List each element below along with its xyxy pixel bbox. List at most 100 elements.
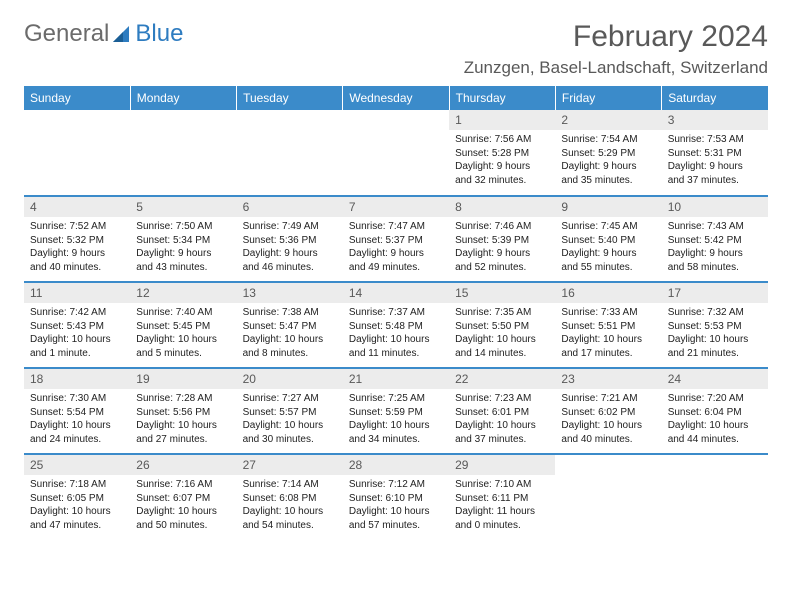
calendar-day-cell: 11Sunrise: 7:42 AMSunset: 5:43 PMDayligh… <box>24 282 130 368</box>
day-details: Sunrise: 7:50 AMSunset: 5:34 PMDaylight:… <box>130 217 236 277</box>
logo-text-1: General <box>24 20 109 48</box>
calendar-day-cell: 25Sunrise: 7:18 AMSunset: 6:05 PMDayligh… <box>24 454 130 540</box>
day-number: 15 <box>449 283 555 303</box>
calendar-day-cell: 13Sunrise: 7:38 AMSunset: 5:47 PMDayligh… <box>237 282 343 368</box>
day-details: Sunrise: 7:27 AMSunset: 5:57 PMDaylight:… <box>237 389 343 449</box>
weekday-sunday: Sunday <box>24 86 130 110</box>
day-details: Sunrise: 7:56 AMSunset: 5:28 PMDaylight:… <box>449 130 555 190</box>
day-details: Sunrise: 7:10 AMSunset: 6:11 PMDaylight:… <box>449 475 555 535</box>
day-details: Sunrise: 7:14 AMSunset: 6:08 PMDaylight:… <box>237 475 343 535</box>
day-number: 9 <box>555 197 661 217</box>
day-number: 14 <box>343 283 449 303</box>
day-number: 24 <box>662 369 768 389</box>
calendar-day-cell: 7Sunrise: 7:47 AMSunset: 5:37 PMDaylight… <box>343 196 449 282</box>
calendar-day-cell: 3Sunrise: 7:53 AMSunset: 5:31 PMDaylight… <box>662 110 768 196</box>
header: General Blue February 2024 <box>24 20 768 54</box>
calendar-day-cell: 24Sunrise: 7:20 AMSunset: 6:04 PMDayligh… <box>662 368 768 454</box>
weekday-header-row: Sunday Monday Tuesday Wednesday Thursday… <box>24 86 768 110</box>
calendar-day-cell: 5Sunrise: 7:50 AMSunset: 5:34 PMDaylight… <box>130 196 236 282</box>
calendar-week-row: 25Sunrise: 7:18 AMSunset: 6:05 PMDayligh… <box>24 454 768 540</box>
day-number: 12 <box>130 283 236 303</box>
day-number: 17 <box>662 283 768 303</box>
day-details: Sunrise: 7:28 AMSunset: 5:56 PMDaylight:… <box>130 389 236 449</box>
day-number: 28 <box>343 455 449 475</box>
location-label: Zunzgen, Basel-Landschaft, Switzerland <box>24 58 768 78</box>
day-number: 13 <box>237 283 343 303</box>
day-number: 23 <box>555 369 661 389</box>
calendar-day-cell: 21Sunrise: 7:25 AMSunset: 5:59 PMDayligh… <box>343 368 449 454</box>
day-details: Sunrise: 7:21 AMSunset: 6:02 PMDaylight:… <box>555 389 661 449</box>
day-details: Sunrise: 7:53 AMSunset: 5:31 PMDaylight:… <box>662 130 768 190</box>
day-details: Sunrise: 7:23 AMSunset: 6:01 PMDaylight:… <box>449 389 555 449</box>
day-details: Sunrise: 7:33 AMSunset: 5:51 PMDaylight:… <box>555 303 661 363</box>
day-number: 22 <box>449 369 555 389</box>
day-number: 25 <box>24 455 130 475</box>
calendar-week-row: 1Sunrise: 7:56 AMSunset: 5:28 PMDaylight… <box>24 110 768 196</box>
calendar-day-cell: 17Sunrise: 7:32 AMSunset: 5:53 PMDayligh… <box>662 282 768 368</box>
day-number: 29 <box>449 455 555 475</box>
day-details: Sunrise: 7:52 AMSunset: 5:32 PMDaylight:… <box>24 217 130 277</box>
calendar-day-cell: 8Sunrise: 7:46 AMSunset: 5:39 PMDaylight… <box>449 196 555 282</box>
calendar-day-cell: 15Sunrise: 7:35 AMSunset: 5:50 PMDayligh… <box>449 282 555 368</box>
calendar-day-cell: 27Sunrise: 7:14 AMSunset: 6:08 PMDayligh… <box>237 454 343 540</box>
logo-text-2: Blue <box>135 20 183 48</box>
day-number: 2 <box>555 110 661 130</box>
day-details: Sunrise: 7:37 AMSunset: 5:48 PMDaylight:… <box>343 303 449 363</box>
day-details: Sunrise: 7:40 AMSunset: 5:45 PMDaylight:… <box>130 303 236 363</box>
day-number: 4 <box>24 197 130 217</box>
logo-sail-icon <box>111 24 133 44</box>
day-details: Sunrise: 7:32 AMSunset: 5:53 PMDaylight:… <box>662 303 768 363</box>
day-details: Sunrise: 7:38 AMSunset: 5:47 PMDaylight:… <box>237 303 343 363</box>
calendar-day-cell <box>130 110 236 196</box>
day-details: Sunrise: 7:42 AMSunset: 5:43 PMDaylight:… <box>24 303 130 363</box>
day-details: Sunrise: 7:16 AMSunset: 6:07 PMDaylight:… <box>130 475 236 535</box>
day-details: Sunrise: 7:49 AMSunset: 5:36 PMDaylight:… <box>237 217 343 277</box>
calendar-day-cell: 1Sunrise: 7:56 AMSunset: 5:28 PMDaylight… <box>449 110 555 196</box>
calendar-day-cell <box>237 110 343 196</box>
day-number: 21 <box>343 369 449 389</box>
calendar-day-cell: 20Sunrise: 7:27 AMSunset: 5:57 PMDayligh… <box>237 368 343 454</box>
logo: General Blue <box>24 20 183 48</box>
day-number: 1 <box>449 110 555 130</box>
day-details: Sunrise: 7:20 AMSunset: 6:04 PMDaylight:… <box>662 389 768 449</box>
calendar-day-cell: 28Sunrise: 7:12 AMSunset: 6:10 PMDayligh… <box>343 454 449 540</box>
day-details: Sunrise: 7:45 AMSunset: 5:40 PMDaylight:… <box>555 217 661 277</box>
calendar-week-row: 4Sunrise: 7:52 AMSunset: 5:32 PMDaylight… <box>24 196 768 282</box>
calendar-day-cell: 9Sunrise: 7:45 AMSunset: 5:40 PMDaylight… <box>555 196 661 282</box>
weekday-saturday: Saturday <box>662 86 768 110</box>
day-number: 20 <box>237 369 343 389</box>
day-number: 7 <box>343 197 449 217</box>
calendar-day-cell: 23Sunrise: 7:21 AMSunset: 6:02 PMDayligh… <box>555 368 661 454</box>
calendar-day-cell: 4Sunrise: 7:52 AMSunset: 5:32 PMDaylight… <box>24 196 130 282</box>
calendar-day-cell <box>343 110 449 196</box>
day-number: 11 <box>24 283 130 303</box>
calendar-day-cell: 12Sunrise: 7:40 AMSunset: 5:45 PMDayligh… <box>130 282 236 368</box>
day-details: Sunrise: 7:25 AMSunset: 5:59 PMDaylight:… <box>343 389 449 449</box>
day-number: 8 <box>449 197 555 217</box>
weekday-tuesday: Tuesday <box>237 86 343 110</box>
day-number: 10 <box>662 197 768 217</box>
day-details: Sunrise: 7:47 AMSunset: 5:37 PMDaylight:… <box>343 217 449 277</box>
weekday-thursday: Thursday <box>449 86 555 110</box>
calendar-day-cell: 2Sunrise: 7:54 AMSunset: 5:29 PMDaylight… <box>555 110 661 196</box>
day-number: 3 <box>662 110 768 130</box>
day-number: 26 <box>130 455 236 475</box>
day-number: 6 <box>237 197 343 217</box>
calendar-table: Sunday Monday Tuesday Wednesday Thursday… <box>24 86 768 540</box>
day-number: 27 <box>237 455 343 475</box>
day-details: Sunrise: 7:43 AMSunset: 5:42 PMDaylight:… <box>662 217 768 277</box>
calendar-day-cell: 19Sunrise: 7:28 AMSunset: 5:56 PMDayligh… <box>130 368 236 454</box>
day-details: Sunrise: 7:12 AMSunset: 6:10 PMDaylight:… <box>343 475 449 535</box>
calendar-day-cell <box>24 110 130 196</box>
weekday-monday: Monday <box>130 86 236 110</box>
day-details: Sunrise: 7:18 AMSunset: 6:05 PMDaylight:… <box>24 475 130 535</box>
page-title: February 2024 <box>573 20 768 54</box>
calendar-day-cell: 22Sunrise: 7:23 AMSunset: 6:01 PMDayligh… <box>449 368 555 454</box>
weekday-wednesday: Wednesday <box>343 86 449 110</box>
calendar-day-cell <box>662 454 768 540</box>
calendar-day-cell: 14Sunrise: 7:37 AMSunset: 5:48 PMDayligh… <box>343 282 449 368</box>
day-details: Sunrise: 7:30 AMSunset: 5:54 PMDaylight:… <box>24 389 130 449</box>
calendar-day-cell <box>555 454 661 540</box>
calendar-day-cell: 10Sunrise: 7:43 AMSunset: 5:42 PMDayligh… <box>662 196 768 282</box>
calendar-week-row: 18Sunrise: 7:30 AMSunset: 5:54 PMDayligh… <box>24 368 768 454</box>
